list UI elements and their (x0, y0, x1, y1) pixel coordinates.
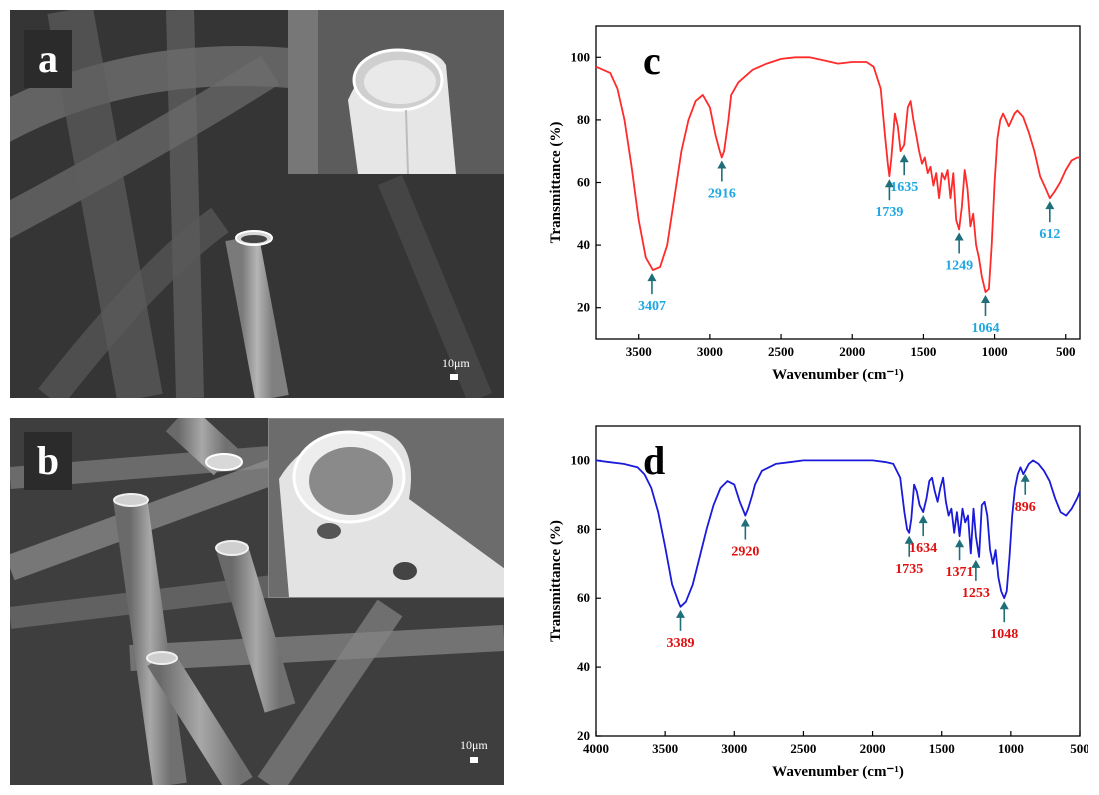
x-axis-title: Wavenumber (cm⁻¹) (772, 764, 904, 780)
peak-label: 1735 (895, 562, 923, 577)
sem-image-b: b 10μm (10, 418, 504, 785)
x-tick-label: 3000 (697, 344, 723, 359)
peak-label: 1739 (875, 205, 903, 220)
peak-label: 1048 (990, 627, 1018, 642)
spectrum-line (595, 459, 1081, 608)
y-tick-label: 20 (577, 728, 590, 743)
inset-image-b (268, 418, 504, 598)
x-tick-label: 2000 (860, 741, 886, 756)
y-tick-label: 20 (577, 300, 590, 315)
peak-arrowhead (904, 535, 914, 544)
peak-arrowhead (999, 601, 1009, 610)
peak-label: 1249 (945, 258, 973, 273)
plot-frame (595, 25, 1081, 340)
peak-arrowhead (740, 518, 750, 527)
panel-label-a: a (24, 30, 72, 88)
peak-arrowhead (717, 160, 727, 169)
peak-label: 1371 (946, 565, 974, 580)
peak-arrowhead (980, 295, 990, 304)
peak-arrowhead (918, 515, 928, 524)
x-tick-label: 2500 (768, 344, 794, 359)
peak-arrowhead (884, 179, 894, 188)
spectrum-line (595, 56, 1080, 294)
x-tick-label: 500 (1070, 741, 1088, 756)
inset-texture-a (288, 10, 504, 174)
x-tick-label: 4000 (583, 741, 609, 756)
peak-arrowhead (954, 232, 964, 241)
scale-bar-a (450, 374, 458, 380)
ftir-chart-d: 4000 3500 3000 2500 2000 1500 1000 500 20 40 60 80 1… (548, 425, 1088, 780)
peak-label: 1634 (909, 541, 937, 556)
peak-arrowhead (899, 154, 909, 163)
panel-label-b: b (24, 432, 72, 490)
peak-arrowhead (1020, 473, 1030, 482)
plot-frame (595, 425, 1081, 737)
peak-arrowhead (955, 539, 965, 548)
peak-arrowhead (675, 609, 685, 618)
x-tick-label: 2500 (790, 741, 816, 756)
peak-label: 1253 (962, 586, 990, 601)
y-tick-label: 60 (577, 175, 590, 190)
y-axis-title: Transmittance (%) (548, 520, 564, 642)
x-tick-label: 2000 (839, 344, 865, 359)
peak-label: 1635 (890, 180, 918, 195)
peak-arrowhead (647, 273, 657, 282)
peak-label: 2920 (731, 545, 759, 560)
y-tick-label: 60 (577, 590, 590, 605)
inset-image-a (288, 10, 504, 174)
x-tick-label: 1500 (929, 741, 955, 756)
inset-texture-b (269, 419, 504, 597)
x-axis-title: Wavenumber (cm⁻¹) (772, 367, 904, 383)
x-tick-label: 3000 (721, 741, 747, 756)
x-tick-label: 1000 (998, 741, 1024, 756)
sem-image-a: a 10μm (10, 10, 504, 398)
y-tick-label: 80 (577, 112, 590, 127)
x-tick-label: 3500 (626, 344, 652, 359)
peak-label: 896 (1015, 500, 1036, 515)
peak-arrowhead (1045, 201, 1055, 210)
peak-label: 1064 (971, 321, 999, 336)
x-tick-label: 500 (1056, 344, 1076, 359)
x-tick-label: 3500 (652, 741, 678, 756)
peak-label: 2916 (708, 186, 736, 201)
y-tick-label: 40 (577, 659, 590, 674)
scale-bar-label-a: 10μm (442, 356, 470, 370)
chart-panel-label: c (643, 38, 661, 83)
y-tick-label: 80 (577, 521, 590, 536)
ftir-chart-c: 3500 3000 2500 2000 1500 1000 500 20 40 60 80 100 Wa… (548, 25, 1081, 383)
peak-label: 3407 (638, 299, 666, 314)
y-tick-label: 100 (571, 49, 591, 64)
y-tick-label: 40 (577, 237, 590, 252)
peak-arrowhead (971, 559, 981, 568)
x-tick-label: 1500 (910, 344, 936, 359)
peak-label: 612 (1039, 227, 1060, 242)
scale-bar-label-b: 10μm (460, 738, 488, 752)
peak-label: 3389 (666, 636, 694, 651)
y-tick-label: 100 (571, 452, 591, 467)
x-tick-label: 1000 (982, 344, 1008, 359)
y-axis-title: Transmittance (%) (548, 122, 564, 244)
scale-bar-b (470, 757, 478, 763)
chart-panel-label: d (643, 438, 665, 483)
